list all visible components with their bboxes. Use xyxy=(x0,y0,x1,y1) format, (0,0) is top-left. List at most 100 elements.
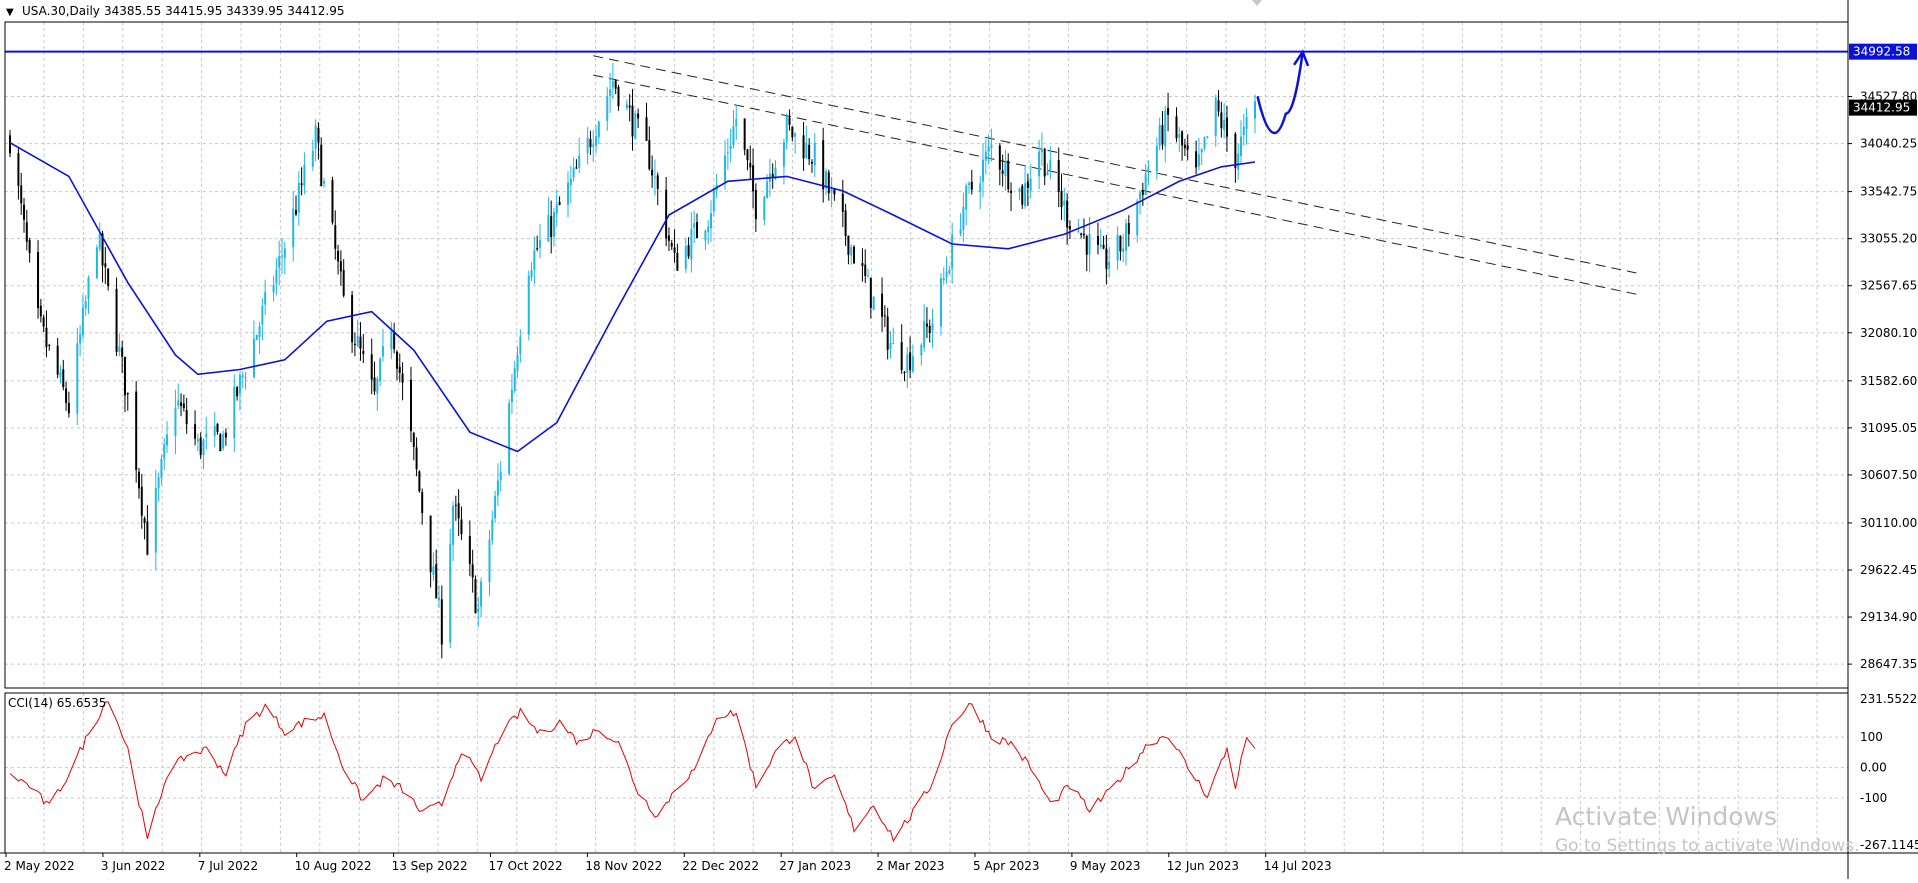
candle-body xyxy=(771,173,774,178)
candle-body xyxy=(362,350,365,354)
candle-body xyxy=(909,352,912,370)
candle-body xyxy=(118,346,121,352)
candle-body xyxy=(135,391,138,471)
trendline-layer[interactable] xyxy=(593,55,1637,295)
candle-body xyxy=(998,145,1001,170)
candle-body xyxy=(101,233,104,266)
candle-body xyxy=(1024,183,1027,206)
candle-body xyxy=(199,437,202,455)
candle-body xyxy=(496,480,499,496)
candle-body xyxy=(1217,100,1220,112)
candle-body xyxy=(670,243,673,247)
candle-body xyxy=(224,432,227,438)
candle-body xyxy=(942,277,945,281)
current-price-box xyxy=(1849,99,1917,116)
candle-body xyxy=(693,223,696,228)
candle-body xyxy=(673,247,676,253)
candle-body xyxy=(808,144,811,160)
candle-body xyxy=(107,268,110,286)
candle-body xyxy=(76,343,79,414)
candle-body xyxy=(1060,190,1063,208)
candle-body xyxy=(1018,188,1021,193)
price-axis-label: 30110.00 xyxy=(1860,516,1917,530)
candle-layer xyxy=(9,63,1256,659)
candle-body xyxy=(1021,185,1024,205)
candle-body xyxy=(283,248,286,259)
dashed-trendline[interactable] xyxy=(593,55,1637,274)
candle-body xyxy=(726,151,729,153)
forecast-arrowhead[interactable] xyxy=(1293,49,1309,67)
candle-body xyxy=(867,275,870,277)
candle-body xyxy=(687,245,690,257)
candle-body xyxy=(20,185,23,204)
candle-body xyxy=(704,230,707,241)
candle-body xyxy=(810,161,813,164)
current-price-label: 34412.95 xyxy=(1853,101,1910,115)
candle-body xyxy=(1147,168,1150,172)
candle-body xyxy=(881,293,884,317)
time-axis-label: 18 Nov 2022 xyxy=(585,859,662,873)
chart-menu-icon[interactable]: ▼ xyxy=(6,7,14,18)
cci-line xyxy=(9,701,1256,843)
time-axis-label: 2 May 2022 xyxy=(4,859,75,873)
candle-body xyxy=(853,246,856,264)
candle-body xyxy=(508,402,511,474)
candle-body xyxy=(104,263,107,268)
candle-body xyxy=(813,142,816,166)
candle-body xyxy=(1155,146,1158,172)
time-axis-label: 27 Jan 2023 xyxy=(779,859,851,873)
forecast-path[interactable] xyxy=(1256,50,1304,135)
candle-body xyxy=(421,492,424,513)
candle-body xyxy=(1234,133,1237,169)
candle-body xyxy=(491,519,494,541)
level-price-label: 34992.58 xyxy=(1853,45,1910,59)
candle-body xyxy=(255,334,258,340)
price-axis-label: 29134.90 xyxy=(1860,610,1917,624)
candle-body xyxy=(1077,231,1080,233)
candle-body xyxy=(552,212,555,237)
candle-body xyxy=(572,167,575,178)
candle-body xyxy=(194,424,197,439)
candle-body xyxy=(126,392,129,395)
candle-body xyxy=(337,250,340,262)
candle-body xyxy=(578,155,581,168)
candle-body xyxy=(213,426,216,437)
candle-body xyxy=(56,345,59,375)
candle-body xyxy=(1183,144,1186,149)
grid-layer xyxy=(5,22,1848,853)
candle-body xyxy=(550,216,553,237)
candle-body xyxy=(869,277,872,308)
candle-body xyxy=(272,285,275,293)
candle-body xyxy=(297,182,300,213)
forecast-layer[interactable] xyxy=(1256,49,1309,135)
cci-layer xyxy=(9,701,1256,843)
candle-body xyxy=(449,543,452,643)
candle-body xyxy=(25,222,28,242)
candle-body xyxy=(645,117,648,141)
price-axis-label: 32080.10 xyxy=(1860,326,1917,340)
candle-body xyxy=(23,204,26,220)
candle-body xyxy=(653,176,656,178)
candle-body xyxy=(202,439,205,456)
candle-body xyxy=(1080,233,1083,235)
candle-body xyxy=(45,327,48,348)
chart-shift-marker[interactable] xyxy=(1252,0,1262,6)
candle-body xyxy=(1164,110,1167,147)
candle-body xyxy=(889,342,892,350)
candle-body xyxy=(589,139,592,148)
candle-body xyxy=(39,305,42,317)
candle-body xyxy=(317,127,320,143)
dashed-trendline[interactable] xyxy=(593,74,1637,295)
candle-body xyxy=(157,477,160,489)
candle-body xyxy=(752,165,755,192)
candle-body xyxy=(1082,233,1085,236)
candle-body xyxy=(177,400,180,406)
cci-axis-label: 0.00 xyxy=(1860,761,1887,775)
candle-body xyxy=(17,153,20,186)
candle-body xyxy=(1200,149,1203,153)
candle-body xyxy=(415,447,418,470)
candle-body xyxy=(1195,151,1198,168)
